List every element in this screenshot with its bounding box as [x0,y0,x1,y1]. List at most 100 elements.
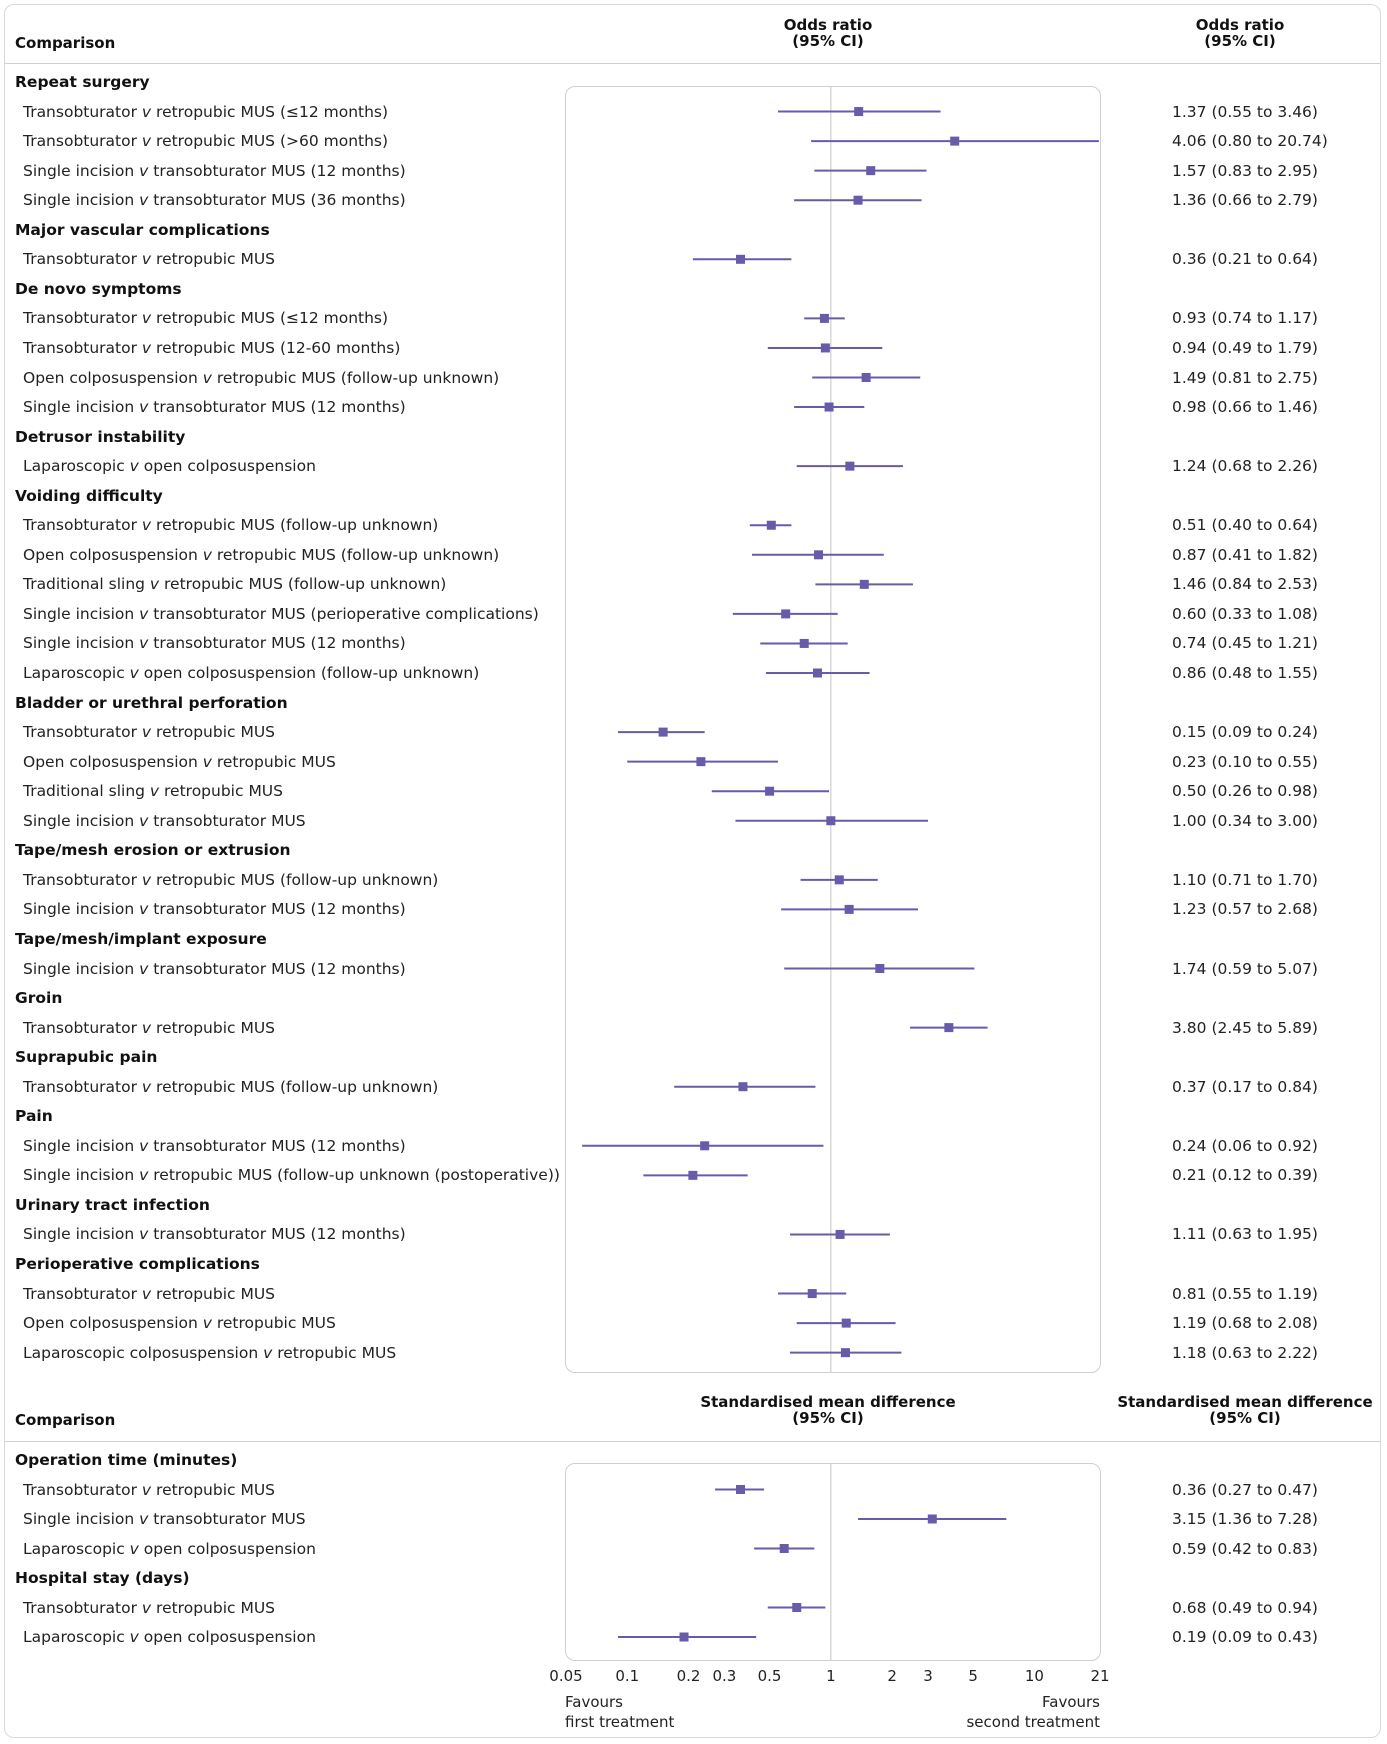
smd-header-line1: Standardised mean difference [700,1393,956,1411]
first-treatment: Open colposuspension [23,752,203,771]
first-treatment: Open colposuspension [23,545,203,564]
first-treatment: Transobturator [23,1284,142,1303]
estimate-text: 0.24 (0.06 to 0.92) [1172,1136,1318,1155]
group-heading: Groin [15,989,63,1008]
point-estimate [861,373,871,382]
comparison-label: Laparoscopic v open colposuspension (fol… [23,664,479,682]
estimate-text: 0.15 (0.09 to 0.24) [1172,723,1318,742]
estimate-text: 0.94 (0.49 to 1.79) [1172,338,1318,357]
first-treatment: Single incision [23,900,140,919]
comparison-label: Traditional sling v retropubic MUS [23,782,283,800]
first-treatment: Transobturator [23,1077,142,1096]
first-treatment: Single incision [23,161,140,180]
x-tick-label: 21 [1090,1667,1110,1685]
estimate-text: 0.21 (0.12 to 0.39) [1172,1166,1318,1185]
group-heading: Perioperative complications [15,1255,260,1273]
second-treatment: retropubic MUS (≤12 months) [151,309,389,328]
versus-symbol: v [141,723,152,742]
estimate-text: 1.24 (0.68 to 2.26) [1172,457,1318,476]
estimate-text: 1.74 (0.59 to 5.07) [1172,959,1318,978]
odds-ratio-plot-panel [565,86,1101,1373]
point-estimate [765,786,775,796]
x-tick-label: 2 [887,1667,897,1685]
point-estimate [854,107,864,117]
second-treatment: transobturator MUS (12 months) [148,959,406,978]
versus-symbol: v [139,900,149,919]
estimate-text: 0.93 (0.74 to 1.17) [1172,309,1318,328]
versus-symbol: v [139,634,149,653]
group-heading: Bladder or urethral perforation [15,693,288,712]
group-heading: Pain [15,1107,53,1126]
favours-first-line1: Favours [565,1693,623,1711]
comparison-label: Single incision v transobturator MUS (12… [23,1225,406,1243]
comparison-label: Transobturator v retropubic MUS [23,1599,275,1617]
smd-column-header-line2: (95% CI) [1209,1409,1281,1427]
second-treatment: retropubic MUS [211,1314,336,1333]
second-treatment: retropubic MUS [151,1480,276,1499]
first-treatment: Transobturator [23,102,142,121]
comparison-label: Transobturator v retropubic MUS [23,723,275,741]
comparison-label: Laparoscopic v open colposuspension [23,1628,316,1646]
versus-symbol: v [202,545,212,564]
versus-symbol: v [202,752,212,771]
smd-column-header-line1: Standardised mean difference [1117,1393,1373,1411]
second-treatment: retropubic MUS [151,1284,276,1303]
estimate-text: 1.19 (0.68 to 2.08) [1172,1314,1318,1333]
group-heading: Voiding difficulty [15,486,163,505]
group-heading: Detrusor instability [15,427,186,446]
comparison-label: Traditional sling v retropubic MUS (foll… [23,575,446,593]
versus-symbol: v [129,1628,139,1646]
point-estimate [835,1229,845,1239]
point-estimate [688,1170,698,1180]
estimate-text: 3.15 (1.36 to 7.28) [1172,1510,1318,1528]
second-treatment: retropubic MUS (12-60 months) [151,338,401,357]
second-treatment: retropubic MUS [211,752,336,771]
second-treatment: retropubic MUS [151,723,276,742]
first-treatment: Transobturator [23,338,142,357]
point-estimate [853,195,863,205]
first-treatment: Single incision [23,959,140,978]
smd-column-header: Standardised mean difference (95% CI) [1110,1394,1380,1426]
estimate-text: 1.00 (0.34 to 3.00) [1172,811,1318,830]
versus-symbol: v [141,338,152,357]
point-estimate [826,816,836,826]
versus-symbol: v [149,782,160,801]
second-treatment: retropubic MUS [151,250,276,269]
comparison-label: Open colposuspension v retropubic MUS [23,1314,336,1332]
smd-header: Standardised mean difference (95% CI) [678,1394,978,1426]
comparison-label: Open colposuspension v retropubic MUS (f… [23,546,499,564]
second-treatment: transobturator MUS (36 months) [148,191,406,210]
first-treatment: Transobturator [23,723,142,742]
point-estimate [824,402,834,412]
first-treatment: Single incision [23,811,140,830]
versus-symbol: v [202,1314,212,1333]
versus-symbol: v [139,191,149,210]
second-treatment: retropubic MUS (follow-up unknown (posto… [148,1166,560,1185]
point-estimate [820,343,830,353]
first-treatment: Single incision [23,1225,140,1244]
point-estimate [799,638,809,648]
comparison-label: Open colposuspension v retropubic MUS [23,753,336,771]
point-estimate [813,668,823,678]
group-heading: Tape/mesh/implant exposure [15,929,267,948]
first-treatment: Traditional sling [23,575,150,594]
point-estimate [950,136,960,146]
point-estimate [779,1544,789,1553]
first-treatment: Single incision [23,398,140,417]
comparison-label: Transobturator v retropubic MUS (≤12 mon… [23,103,388,121]
group-heading: Major vascular complications [15,220,270,239]
comparison-label: Transobturator v retropubic MUS (follow-… [23,516,438,534]
second-treatment: transobturator MUS (12 months) [148,1136,406,1155]
x-tick-label: 3 [923,1667,933,1685]
point-estimate [859,579,869,589]
x-tick-label: 0.1 [615,1667,640,1685]
point-estimate [679,1632,689,1642]
smd-plot-panel [565,1463,1101,1661]
first-treatment: Transobturator [23,250,142,269]
point-estimate [944,1023,954,1033]
estimate-text: 1.57 (0.83 to 2.95) [1172,161,1318,180]
first-treatment: Transobturator [23,1480,142,1499]
second-treatment: retropubic MUS [159,782,283,801]
group-heading: Tape/mesh erosion or extrusion [15,841,291,860]
